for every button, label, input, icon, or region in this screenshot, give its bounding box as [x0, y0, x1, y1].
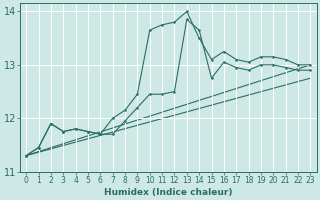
X-axis label: Humidex (Indice chaleur): Humidex (Indice chaleur) — [104, 188, 233, 197]
